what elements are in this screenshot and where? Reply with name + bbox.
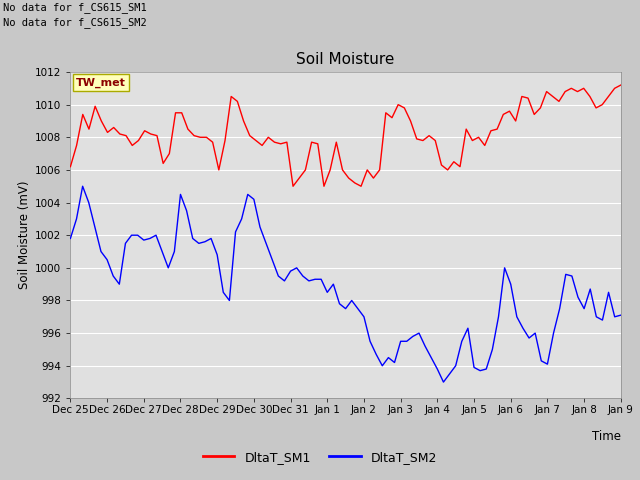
- Text: No data for f_CS615_SM1: No data for f_CS615_SM1: [3, 2, 147, 13]
- Title: Soil Moisture: Soil Moisture: [296, 52, 395, 67]
- Text: Time: Time: [592, 430, 621, 443]
- Y-axis label: Soil Moisture (mV): Soil Moisture (mV): [18, 181, 31, 289]
- Text: No data for f_CS615_SM2: No data for f_CS615_SM2: [3, 17, 147, 28]
- Legend: DltaT_SM1, DltaT_SM2: DltaT_SM1, DltaT_SM2: [198, 446, 442, 469]
- Text: TW_met: TW_met: [76, 78, 126, 88]
